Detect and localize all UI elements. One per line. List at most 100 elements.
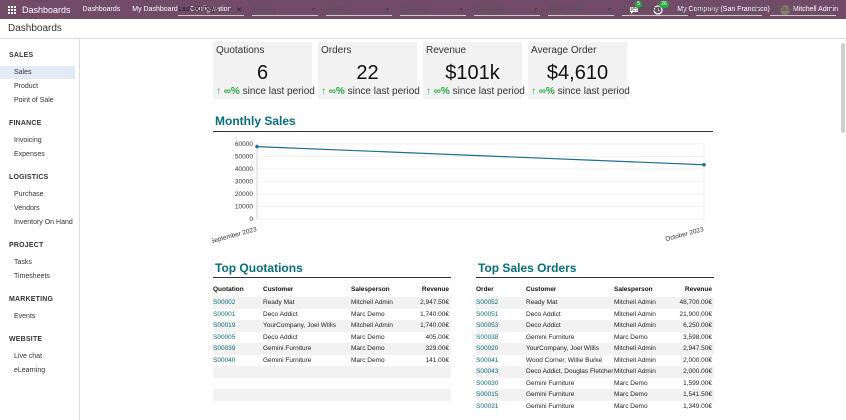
record-link[interactable]: S00043 xyxy=(476,368,499,376)
column-header[interactable]: Salesperson xyxy=(351,285,390,293)
kpi-quotations[interactable]: Quotations 6 ↑ ∞% since last period xyxy=(213,42,315,99)
medium-filter-label: Medium xyxy=(770,6,795,13)
record-link[interactable]: S00001 xyxy=(213,310,236,318)
section-marketing: MARKETING xyxy=(9,296,54,303)
record-link[interactable]: S00052 xyxy=(476,299,499,307)
column-header[interactable]: Quotation xyxy=(213,285,244,293)
salesperson-filter[interactable]: Salesperson ▼ xyxy=(622,4,688,16)
sidebar-item-product[interactable]: Product xyxy=(14,83,39,90)
table-row[interactable]: S00053 Deco Addict Mitchell Admin 6,250.00€ xyxy=(476,320,714,332)
table-row[interactable]: S00038 Gemini Furniture Marc Demo 3,598.00€ xyxy=(476,332,714,344)
scrollbar-thumb[interactable] xyxy=(841,43,845,133)
empty-cell xyxy=(351,401,411,413)
table-row[interactable]: S00039 Gemini Furniture Marc Demo 329.00€ xyxy=(213,343,451,355)
menu-configuration[interactable]: Configuration xyxy=(189,6,232,13)
column-header[interactable]: Revenue xyxy=(684,285,712,293)
cell-reference: S00038 xyxy=(476,332,526,344)
empty-cell xyxy=(351,389,411,401)
sidebar-item-point-of-sale[interactable]: Point of Sale xyxy=(14,97,54,104)
record-link[interactable]: S00031 xyxy=(476,402,499,410)
sales-team-filter-label: Sales Team xyxy=(548,6,585,13)
top-navbar: Dashboards Dashboards My Dashboard Confi… xyxy=(0,0,846,19)
sidebar-item-vendors[interactable]: Vendors xyxy=(14,205,40,212)
table-row[interactable]: S00031 Gemini Furniture Marc Demo 1,349.00€ xyxy=(476,401,714,413)
sidebar-item-expenses[interactable]: Expenses xyxy=(14,151,45,158)
cell-customer: Gemini Furniture xyxy=(263,343,351,355)
cell-customer: Wood Corner, Willie Burke xyxy=(526,356,603,364)
table-row[interactable]: S00002 Ready Mat Mitchell Admin 2,947.50€ xyxy=(213,297,451,309)
table-row[interactable]: S00030 Gemini Furniture Marc Demo 1,599.00€ xyxy=(476,378,714,390)
cell-reference: S00031 xyxy=(476,401,526,413)
table-row[interactable]: S00001 Deco Addict Marc Demo 1,740.00€ xyxy=(213,309,451,321)
column-header[interactable]: Revenue xyxy=(421,285,449,293)
chevron-down-icon: ▼ xyxy=(681,6,686,13)
sidebar-item-events[interactable]: Events xyxy=(14,313,36,320)
user-menu[interactable]: Mitchell Admin xyxy=(792,6,838,13)
sidebar-item-inventory-on-hand[interactable]: Inventory On Hand xyxy=(14,219,73,226)
empty-cell xyxy=(411,366,451,378)
sidebar-item-timesheets[interactable]: Timesheets xyxy=(14,273,50,280)
table-row[interactable]: S00051 Deco Addict Mitchell Admin 21,900.00… xyxy=(476,309,714,321)
table-row[interactable]: S00041 Wood Corner, Willie Burke Mitchell … xyxy=(476,355,714,367)
kpi-trend: ↑ ∞% since last period xyxy=(426,86,525,97)
activities-icon[interactable]: 26 xyxy=(653,0,669,15)
table-row[interactable]: S00052 Ready Mat Mitchell Admin 48,700.00€ xyxy=(476,297,714,309)
cell-reference: S00053 xyxy=(476,320,526,332)
cell-salesperson: Marc Demo xyxy=(351,333,385,341)
sidebar-item-live-chat[interactable]: Live chat xyxy=(14,353,43,360)
menu-my-dashboard[interactable]: My Dashboard xyxy=(132,6,178,13)
app-menu-icon[interactable] xyxy=(8,5,16,14)
record-link[interactable]: S00015 xyxy=(476,391,499,399)
record-link[interactable]: S00038 xyxy=(476,333,499,341)
record-link[interactable]: S00030 xyxy=(476,379,499,387)
clear-filter-icon[interactable]: ✕ xyxy=(236,6,242,14)
column-header[interactable]: Customer xyxy=(526,285,557,293)
record-link[interactable]: S00039 xyxy=(213,345,236,353)
sidebar-item-invoicing[interactable]: Invoicing xyxy=(14,137,42,144)
table-row[interactable]: S00043 Deco Addict, Douglas Fletcher Mitch… xyxy=(476,366,714,378)
record-link[interactable]: S00040 xyxy=(213,356,236,364)
record-link[interactable]: S00005 xyxy=(213,333,236,341)
source-filter[interactable]: Source ▼ xyxy=(696,4,762,16)
sales-team-filter[interactable]: Sales Team ▼ xyxy=(548,4,614,16)
cell-revenue: 2,000.00€ xyxy=(683,356,712,364)
company-switcher[interactable]: My Company (San Francisco) xyxy=(677,6,770,13)
arrow-up-icon: ↑ xyxy=(321,86,326,97)
kpi-revenue[interactable]: Revenue $101k ↑ ∞% since last period xyxy=(423,42,525,99)
record-link[interactable]: S00002 xyxy=(213,299,236,307)
table-row[interactable]: S00020 YourCompany, Joel Willis Mitchell A… xyxy=(476,343,714,355)
record-link[interactable]: S00041 xyxy=(476,356,499,364)
column-header[interactable]: Salesperson xyxy=(614,285,653,293)
kpi-orders[interactable]: Orders 22 ↑ ∞% since last period xyxy=(318,42,420,99)
sidebar-item-elearning[interactable]: eLearning xyxy=(14,367,46,374)
table-row[interactable]: S00005 Deco Addict Marc Demo 405.00€ xyxy=(213,332,451,344)
table-row[interactable]: S00019 YourCompany, Joel Willis Mitchell A… xyxy=(213,320,451,332)
table-row[interactable]: S00040 Gemini Furniture Marc Demo 141.00€ xyxy=(213,355,451,367)
column-header[interactable]: Customer xyxy=(263,285,294,293)
messages-icon[interactable]: 5 xyxy=(629,0,643,15)
period-filter[interactable]: Last 90 Days ▼ ✕ xyxy=(178,4,244,16)
cell-salesperson: Mitchell Admin xyxy=(351,297,411,309)
app-brand[interactable]: Dashboards xyxy=(22,4,71,15)
customer-filter[interactable]: Customer ▼ xyxy=(400,4,466,16)
sidebar-item-purchase[interactable]: Purchase xyxy=(14,191,44,198)
medium-filter[interactable]: Medium ▼ xyxy=(770,4,836,16)
main-scrollbar[interactable] xyxy=(840,39,846,420)
chevron-down-icon: ▼ xyxy=(607,6,612,13)
category-filter[interactable]: Category ▼ xyxy=(474,4,540,16)
sidebar-item-sales[interactable]: Sales xyxy=(0,66,75,79)
user-avatar[interactable] xyxy=(779,4,790,15)
product-filter[interactable]: Product ▼ xyxy=(326,4,392,16)
record-link[interactable]: S00020 xyxy=(476,345,499,353)
sidebar-item-tasks[interactable]: Tasks xyxy=(14,259,32,266)
country-filter[interactable]: Country ▼ xyxy=(252,4,318,16)
menu-dashboards[interactable]: Dashboards xyxy=(82,6,121,13)
record-link[interactable]: S00019 xyxy=(213,322,236,330)
kpi-average-order[interactable]: Average Order $4,610 ↑ ∞% since last per… xyxy=(528,42,630,99)
record-link[interactable]: S00053 xyxy=(476,322,499,330)
y-tick-label: 20000 xyxy=(235,191,253,198)
table-row[interactable]: S00015 Gemini Furniture Marc Demo 1,541.50€ xyxy=(476,389,714,401)
cell-reference: S00041 xyxy=(476,355,526,367)
record-link[interactable]: S00051 xyxy=(476,310,499,318)
column-header[interactable]: Order xyxy=(476,285,494,293)
